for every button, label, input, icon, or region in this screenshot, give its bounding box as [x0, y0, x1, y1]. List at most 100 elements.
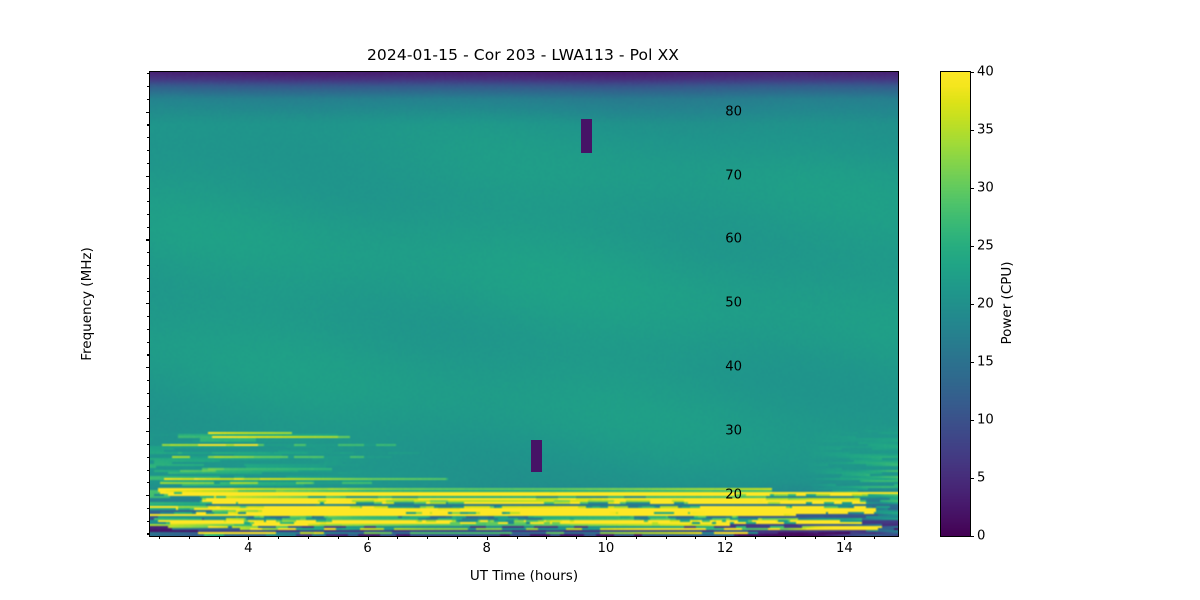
x-minor-tick	[456, 536, 459, 539]
x-minor-tick	[576, 536, 578, 539]
y-minor-tick	[147, 226, 150, 228]
x-tick-label: 10	[597, 541, 615, 556]
y-minor-tick	[147, 354, 150, 356]
page-title: 2024-01-15 - Cor 203 - LWA113 - Pol XX	[366, 46, 680, 64]
y-tick-label: 70	[725, 168, 742, 184]
colorbar-gradient	[941, 72, 970, 536]
y-minor-tick	[147, 124, 150, 126]
colorbar-tick-mark	[970, 536, 975, 538]
colorbar-tick-label: 25	[977, 238, 994, 254]
x-minor-tick	[307, 536, 310, 539]
x-minor-tick	[754, 536, 757, 539]
colorbar-tick-label: 30	[977, 180, 994, 196]
y-minor-tick	[147, 213, 150, 215]
x-minor-tick	[218, 536, 220, 539]
x-minor-tick	[665, 536, 667, 539]
spectrogram-image	[150, 72, 898, 536]
x-axis-label: UT Time (hours)	[469, 568, 579, 584]
y-minor-tick	[147, 328, 150, 331]
y-minor-tick	[147, 507, 150, 509]
x-tick-label: 12	[716, 541, 734, 556]
y-minor-tick	[147, 482, 150, 484]
x-minor-tick	[158, 536, 161, 539]
x-tick-mark	[844, 536, 846, 541]
x-minor-tick	[874, 536, 876, 539]
x-minor-tick	[427, 536, 429, 539]
colorbar-tick-mark	[970, 246, 975, 248]
y-tick-label: 50	[725, 295, 742, 311]
x-minor-tick	[188, 536, 190, 539]
colorbar-tick-label: 0	[977, 528, 986, 544]
colorbar-label: Power (CPU)	[999, 261, 1015, 345]
y-minor-tick	[147, 290, 150, 292]
y-tick-mark	[145, 111, 150, 113]
y-minor-tick	[147, 405, 150, 407]
colorbar-tick-label: 10	[977, 412, 994, 428]
y-minor-tick	[147, 456, 150, 458]
y-tick-label: 20	[725, 487, 742, 503]
y-minor-tick	[147, 520, 150, 522]
x-minor-tick	[814, 536, 816, 539]
y-tick-label: 60	[725, 231, 742, 247]
y-tick-mark	[145, 367, 150, 369]
y-minor-tick	[147, 380, 150, 382]
x-tick-label: 8	[482, 541, 491, 556]
colorbar-tick-mark	[970, 478, 975, 480]
x-minor-tick	[397, 536, 399, 539]
x-tick-label: 4	[244, 541, 253, 556]
x-minor-tick	[635, 536, 637, 539]
y-minor-tick	[147, 443, 150, 446]
x-minor-tick	[546, 536, 548, 539]
y-minor-tick	[147, 316, 150, 318]
x-tick-mark	[605, 536, 608, 541]
x-minor-tick	[337, 536, 339, 539]
spectrogram-axes[interactable]: Frequency (MHz) UT Time (hours) 20 30 40 50…	[79, 71, 899, 584]
x-minor-tick	[278, 536, 280, 539]
colorbar-tick-mark	[970, 420, 975, 422]
colorbar-tick-label: 15	[977, 354, 994, 370]
x-tick-label: 14	[835, 541, 853, 556]
x-tick-mark	[725, 536, 727, 541]
x-tick-mark	[486, 536, 488, 541]
colorbar-tick-mark	[970, 72, 975, 74]
colorbar-tick-label: 20	[977, 296, 994, 312]
y-minor-tick	[147, 418, 150, 420]
x-tick-mark	[367, 536, 369, 541]
colorbar-tick-mark	[970, 188, 975, 190]
y-tick-mark	[145, 239, 150, 241]
y-tick-mark	[145, 495, 150, 497]
y-minor-tick	[147, 392, 150, 394]
x-minor-tick	[784, 536, 786, 539]
y-minor-tick	[147, 149, 150, 152]
y-minor-tick	[147, 469, 150, 471]
colorbar-tick-mark	[970, 130, 975, 132]
x-tick-mark	[248, 536, 250, 541]
colorbar-tick-mark	[970, 362, 975, 364]
colorbar-tick-label: 35	[977, 122, 994, 138]
colorbar-tick-mark	[970, 304, 975, 306]
x-minor-tick	[516, 536, 518, 539]
colorbar-tick-label: 5	[977, 470, 986, 486]
y-minor-tick	[147, 188, 150, 190]
masked-data-block	[531, 440, 543, 473]
x-minor-tick	[695, 536, 697, 539]
y-tick-label: 40	[725, 359, 742, 375]
y-minor-tick	[147, 277, 150, 279]
y-minor-tick	[147, 86, 150, 88]
y-minor-tick	[147, 98, 150, 100]
colorbar[interactable]: 0 5 10 15 20 25 30 35 40	[940, 65, 994, 544]
masked-data-block	[580, 118, 593, 153]
y-tick-label: 80	[725, 104, 742, 120]
y-minor-tick	[147, 73, 150, 75]
y-tick-mark	[145, 431, 150, 433]
y-minor-tick	[147, 162, 150, 164]
y-tick-mark	[145, 175, 150, 177]
y-minor-tick	[147, 201, 150, 203]
y-minor-tick	[147, 137, 150, 139]
y-minor-tick	[147, 341, 150, 343]
y-minor-tick	[147, 265, 150, 267]
y-tick-mark	[145, 303, 150, 305]
colorbar-tick-label: 40	[977, 64, 994, 80]
y-tick-label: 30	[725, 423, 742, 439]
